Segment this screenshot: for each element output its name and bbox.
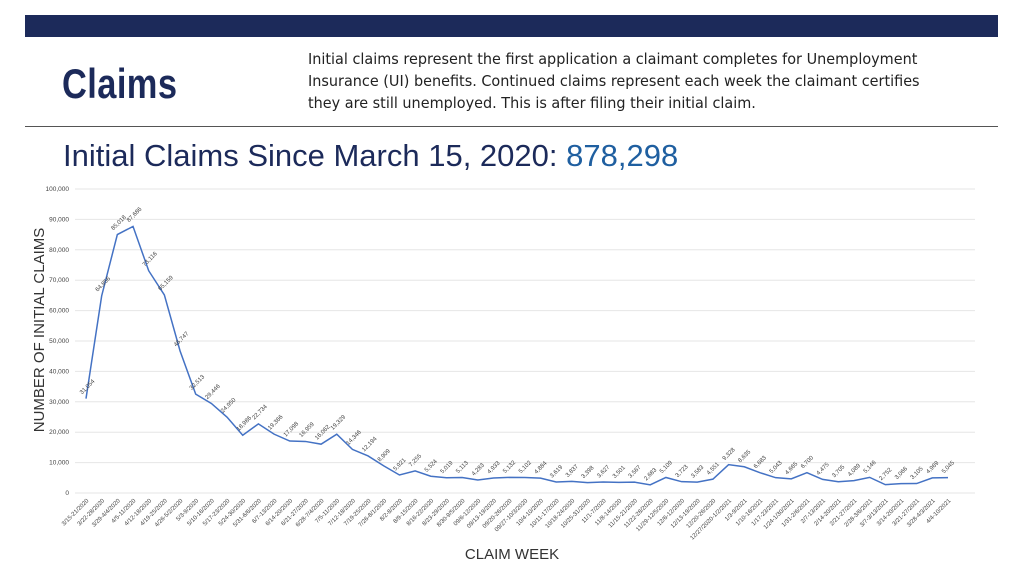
data-label: 3,619 [549,464,564,479]
data-label: 7,255 [408,453,423,468]
y-tick-label: 20,000 [49,429,69,436]
data-label: 3,501 [612,464,627,479]
data-label: 4,665 [784,461,799,476]
y-tick-label: 90,000 [49,216,69,223]
data-label: 2,752 [878,467,893,482]
data-label: 19,366 [267,414,285,432]
y-tick-label: 0 [65,490,69,497]
data-label: 8,909 [377,448,392,463]
chart-title: Initial Claims Since March 15, 2020: 878… [63,138,678,174]
x-axis-title: CLAIM WEEK [465,546,559,563]
claims-description: Initial claims represent the first appli… [308,50,920,112]
data-label: 4,475 [816,461,831,476]
data-label: 29,446 [205,383,223,401]
data-label: 3,583 [690,464,705,479]
data-label: 24,950 [220,397,238,415]
y-tick-label: 10,000 [49,460,69,467]
data-label: 5,102 [518,460,533,475]
data-label: 19,329 [330,414,348,432]
data-label: 5,146 [863,459,878,474]
data-label: 2,683 [643,467,658,482]
data-label: 5,921 [393,457,408,472]
data-label: 5,043 [769,460,784,475]
data-label: 5,045 [941,460,956,475]
data-label: 9,328 [722,447,737,462]
data-label: 3,105 [910,466,925,481]
page-heading: Claims [62,60,178,107]
data-label: 3,837 [565,463,580,478]
top-banner [25,15,998,37]
data-label: 65,159 [158,275,176,293]
data-label: 3,398 [581,465,596,480]
data-label: 3,567 [628,464,643,479]
data-label: 17,098 [283,421,301,439]
data-label: 8,635 [737,449,752,464]
y-tick-label: 40,000 [49,368,69,375]
total-claims-value: 878,298 [566,138,679,173]
y-tick-label: 30,000 [49,399,69,406]
data-label: 5,524 [424,458,439,473]
y-tick-label: 70,000 [49,277,69,284]
data-label: 16,959 [299,421,317,439]
data-label: 4,283 [471,462,486,477]
y-axis-title: NUMBER OF INITIAL CLAIMS [31,228,48,432]
data-label: 5,109 [659,460,674,475]
data-label: 5,132 [502,459,517,474]
y-tick-label: 60,000 [49,308,69,315]
chart-title-text: Initial Claims Since March 15, 2020: [63,138,558,173]
data-label: 3,723 [675,464,690,479]
data-label: 12,194 [361,436,379,454]
data-label: 87,686 [126,206,144,224]
data-label: 85,018 [111,214,129,232]
series-line [85,225,949,486]
data-label: 3,066 [894,466,909,481]
y-tick-label: 80,000 [49,247,69,254]
data-label: 3,627 [596,464,611,479]
data-label: 22,734 [252,404,270,422]
y-tick-label: 50,000 [49,338,69,345]
y-tick-label: 100,000 [46,186,70,193]
data-label: 4,089 [847,463,862,478]
data-label: 3,705 [831,464,846,479]
divider [25,126,998,127]
